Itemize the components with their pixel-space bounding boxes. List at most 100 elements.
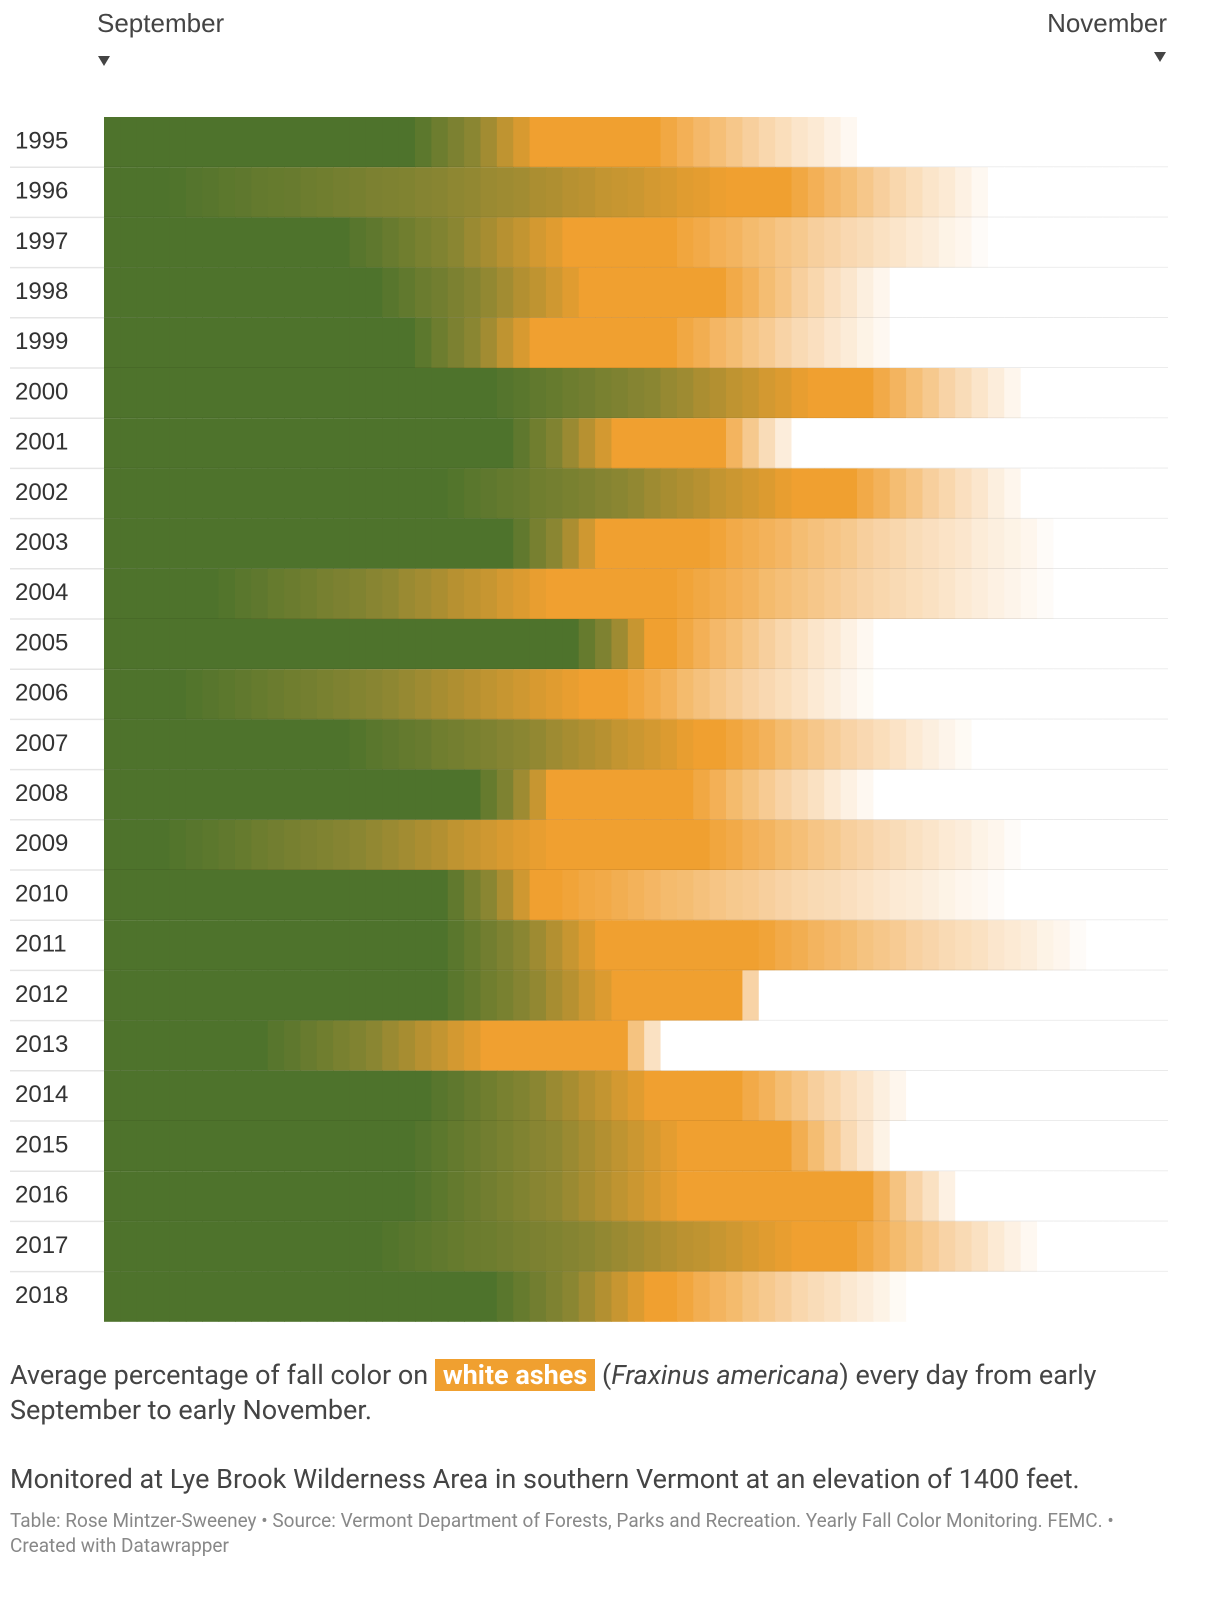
cell: [840, 368, 858, 419]
cell: [104, 267, 121, 318]
cell: [1069, 267, 1087, 318]
cell: [693, 267, 711, 318]
cell: [562, 568, 580, 619]
year-label: 2010: [15, 880, 68, 907]
cell: [316, 167, 334, 218]
cell: [1037, 1121, 1055, 1172]
cell: [333, 518, 351, 569]
cell: [611, 1121, 629, 1172]
cell: [513, 920, 531, 971]
cell: [758, 267, 776, 318]
cell: [726, 870, 743, 921]
cell: [824, 769, 842, 820]
cell: [382, 267, 400, 318]
cell: [382, 1020, 400, 1071]
cell: [464, 669, 482, 720]
cell: [1086, 167, 1104, 218]
cell: [251, 920, 269, 971]
cell: [464, 870, 482, 921]
cell: [775, 267, 793, 318]
cell: [251, 619, 269, 670]
cell: [1004, 117, 1022, 168]
cell: [1118, 819, 1136, 870]
cell: [365, 1121, 383, 1172]
cell: [562, 1221, 580, 1272]
cell: [824, 568, 842, 619]
cell: [545, 619, 563, 670]
cell: [1020, 1121, 1038, 1172]
cell: [889, 1221, 907, 1272]
cell: [987, 1221, 1005, 1272]
cell: [840, 619, 858, 670]
cell: [906, 719, 924, 770]
cell: [136, 117, 154, 168]
cell: [1020, 619, 1038, 670]
cell: [1053, 518, 1071, 569]
cell: [365, 1271, 383, 1322]
cell: [1004, 468, 1022, 519]
cell: [709, 719, 727, 770]
cell: [284, 468, 302, 519]
cell: [562, 870, 580, 921]
cell: [1053, 418, 1071, 469]
cell: [873, 920, 891, 971]
cell: [644, 1070, 662, 1121]
cell: [431, 619, 449, 670]
cell: [415, 1171, 432, 1222]
cell: [971, 1171, 989, 1222]
cell: [611, 317, 629, 368]
cell: [251, 368, 269, 419]
cell: [595, 970, 613, 1021]
cell: [856, 1121, 874, 1172]
cell: [480, 518, 498, 569]
cell: [202, 870, 220, 921]
cell: [1069, 1271, 1087, 1322]
cell: [496, 267, 514, 318]
cell: [415, 117, 432, 168]
cell: [709, 418, 727, 469]
cell: [234, 1070, 252, 1121]
cell: [120, 819, 138, 870]
cell: [611, 518, 629, 569]
cell: [153, 819, 171, 870]
cell: [1135, 1221, 1153, 1272]
cell: [1135, 217, 1153, 268]
cell: [431, 1171, 449, 1222]
cell: [333, 719, 351, 770]
cell: [955, 819, 973, 870]
cell: [185, 217, 203, 268]
year-label: 1997: [15, 228, 68, 255]
cell: [382, 167, 400, 218]
cell: [382, 217, 400, 268]
year-label: 1995: [15, 127, 68, 154]
cell: [104, 167, 121, 218]
cell: [382, 1070, 400, 1121]
cell: [856, 819, 874, 870]
cell: [136, 1171, 154, 1222]
cell: [742, 568, 760, 619]
cell: [202, 1020, 220, 1071]
cell: [316, 669, 334, 720]
cell: [807, 1221, 825, 1272]
cell: [595, 719, 613, 770]
cell: [971, 317, 989, 368]
cell: [234, 117, 252, 168]
cell: [333, 368, 351, 419]
cell: [938, 870, 956, 921]
cell: [791, 368, 809, 419]
cell: [742, 819, 760, 870]
cell: [611, 267, 629, 318]
cell: [480, 970, 498, 1021]
cell: [807, 619, 825, 670]
cell: [251, 568, 269, 619]
cell: [1118, 669, 1136, 720]
cell: [644, 1271, 662, 1322]
cell: [971, 719, 989, 770]
cell: [971, 1020, 989, 1071]
cell: [578, 970, 596, 1021]
cell: [627, 1121, 645, 1172]
cell: [218, 368, 236, 419]
cell: [464, 368, 482, 419]
cell: [349, 1121, 367, 1172]
cell: [922, 468, 940, 519]
